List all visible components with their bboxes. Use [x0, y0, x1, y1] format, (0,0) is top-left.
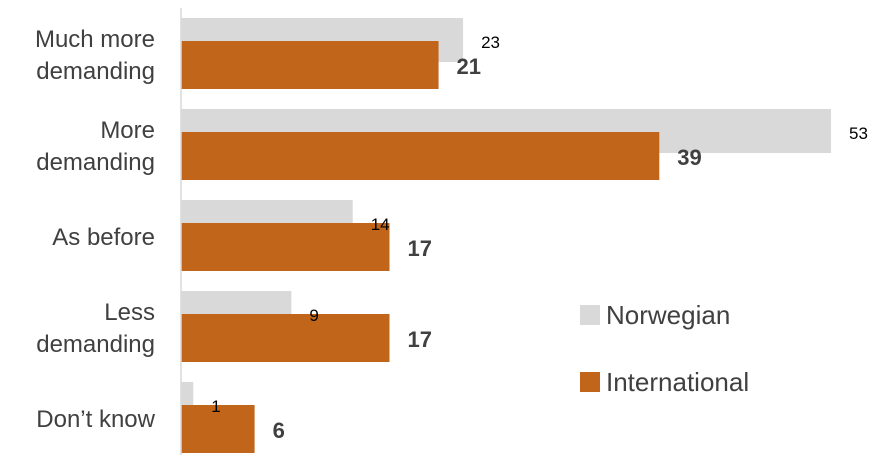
legend-swatch-norwegian [580, 305, 600, 325]
category-label-less-demanding: Less demanding [36, 299, 155, 358]
bars-group [181, 18, 831, 453]
value-label-international-less-demanding: 17 [407, 327, 431, 352]
category-label-much-more-demanding: Much more demanding [35, 26, 155, 85]
value-label-norwegian-less-demanding: 9 [309, 306, 318, 325]
value-label-international-more-demanding: 39 [677, 145, 701, 170]
value-label-international-as-before: 17 [407, 236, 431, 261]
legend-label-norwegian: Norwegian [606, 300, 730, 330]
legend: Norwegian International [580, 300, 749, 397]
category-label-as-before: As before [52, 224, 155, 251]
bar-international-more-demanding [181, 132, 660, 180]
bar-international-don-t-know [181, 405, 255, 453]
value-label-norwegian-much-more-demanding: 23 [481, 33, 500, 52]
category-label-don-t-know: Don’t know [36, 406, 155, 433]
value-label-norwegian-more-demanding: 53 [849, 124, 868, 143]
bar-international-as-before [181, 223, 390, 271]
value-label-norwegian-don-t-know: 1 [211, 397, 220, 416]
legend-swatch-international [580, 372, 600, 392]
legend-label-international: International [606, 367, 749, 397]
value-label-international-don-t-know: 6 [273, 418, 285, 443]
bar-international-much-more-demanding [181, 41, 439, 89]
bar-international-less-demanding [181, 314, 390, 362]
value-label-norwegian-as-before: 14 [371, 215, 390, 234]
value-label-international-much-more-demanding: 21 [457, 54, 481, 79]
category-label-more-demanding: More demanding [36, 117, 155, 176]
